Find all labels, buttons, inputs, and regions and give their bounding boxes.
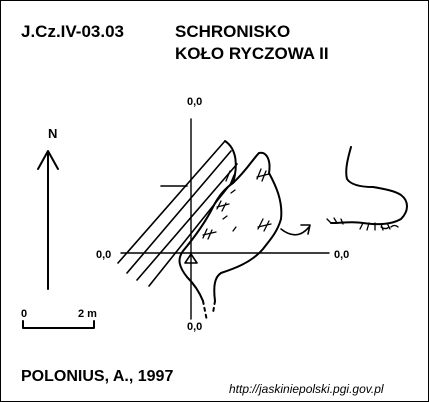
cave-outline xyxy=(178,140,283,322)
grid-label-bottom: 0,0 xyxy=(187,321,203,333)
cave-id: J.Cz.IV-03.03 xyxy=(21,22,125,41)
scale-length-label: 2 m xyxy=(78,308,97,320)
north-label: N xyxy=(48,126,58,141)
cave-title-line-2: KOŁO RYCZOWA II xyxy=(175,44,329,63)
grid-label-right: 0,0 xyxy=(334,249,350,261)
grid-cross xyxy=(120,118,330,320)
scale-zero-label: 0 xyxy=(21,308,28,320)
cave-title-line-1: SCHRONISKO xyxy=(175,22,291,41)
cave-cross-section xyxy=(326,146,408,231)
section-arrow-icon xyxy=(280,224,311,236)
survey-point-icon xyxy=(184,253,198,264)
grid-label-left: 0,0 xyxy=(96,249,112,261)
source-link[interactable]: http://jaskiniepolski.pgi.gov.pl xyxy=(229,382,384,396)
author-credit: POLONIUS, A., 1997 xyxy=(21,368,174,385)
grid-label-top: 0,0 xyxy=(187,96,203,108)
north-arrow-icon xyxy=(37,150,59,290)
cave-floor-symbols xyxy=(202,168,272,240)
scale-bar xyxy=(22,320,95,329)
rock-slope-lines xyxy=(117,140,238,287)
